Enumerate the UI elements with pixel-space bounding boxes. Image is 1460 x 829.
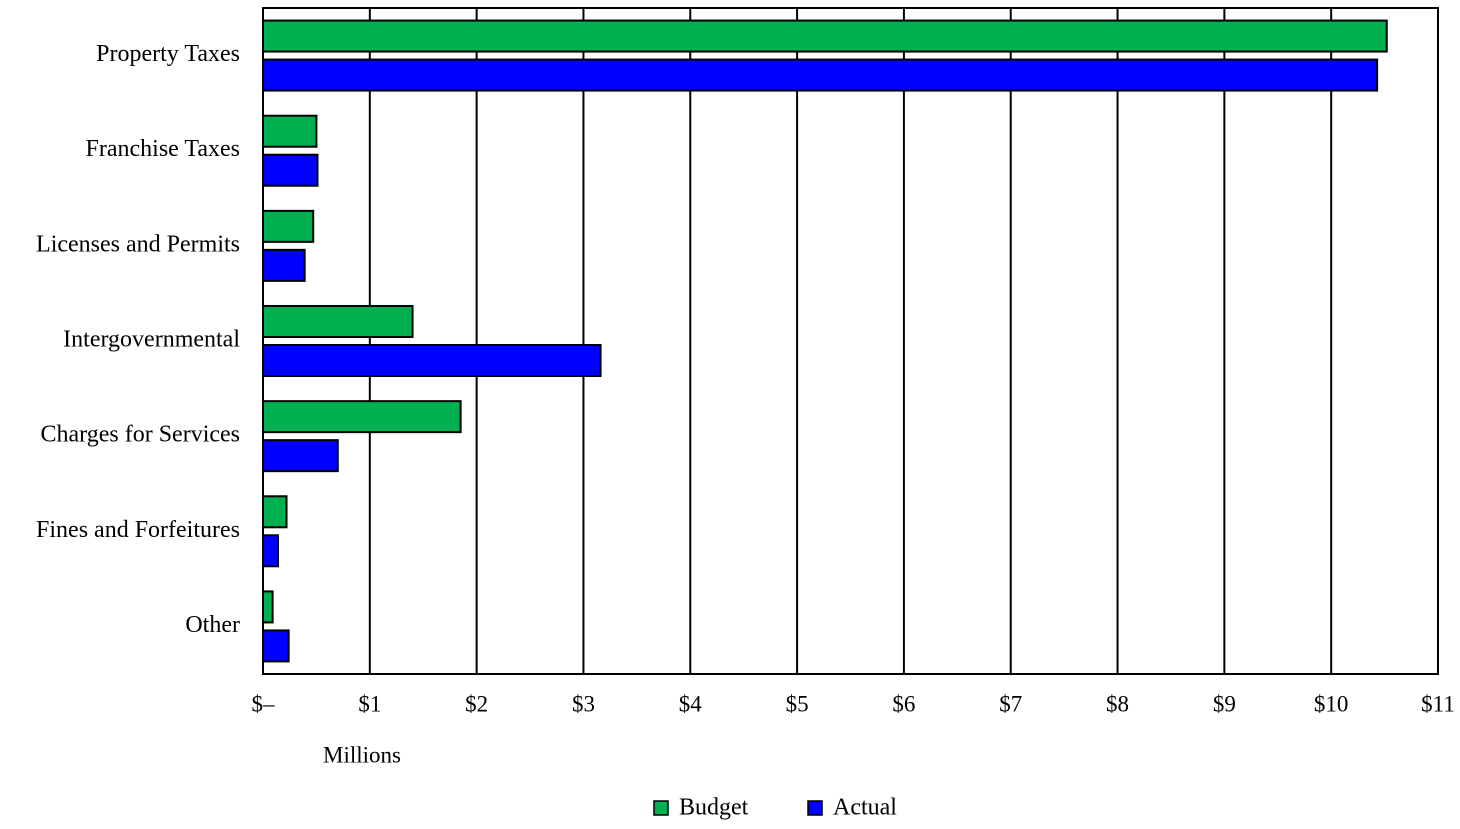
x-tick-label: $3 (572, 691, 595, 716)
x-tick-label: $4 (679, 691, 703, 716)
bar-actual-other (262, 629, 290, 663)
legend-swatch-actual (807, 800, 823, 816)
grid-lines (368, 8, 1333, 674)
x-tick-label: $11 (1421, 691, 1455, 716)
x-tick-label: $9 (1213, 691, 1236, 716)
bar-actual-franchise-taxes (262, 153, 319, 187)
legend-swatch-budget (653, 800, 669, 816)
category-label: Property Taxes (96, 41, 240, 67)
bar-budget-charges-for-services (262, 400, 462, 434)
category-label: Fines and Forfeitures (36, 517, 240, 543)
x-tick-label: $6 (892, 691, 915, 716)
legend-label-actual: Actual (833, 795, 897, 821)
x-axis-tick-labels: $– $1 $2 $3 $4 $5 $6 $7 $8 $9 $10 $11 (252, 691, 1455, 716)
bar-actual-licenses-and-permits (262, 248, 306, 282)
bar-budget-intergovernmental (262, 305, 414, 338)
x-axis-title: Millions (323, 742, 401, 767)
x-tick-label: $7 (999, 691, 1022, 716)
category-label: Other (185, 612, 240, 638)
bar-actual-intergovernmental (262, 344, 602, 377)
category-label: Licenses and Permits (36, 231, 240, 257)
legend: Budget Actual (653, 795, 897, 821)
bar-budget-licenses-and-permits (262, 209, 315, 243)
category-label: Intergovernmental (63, 327, 240, 353)
bars (262, 19, 1388, 663)
x-tick-label: $5 (786, 691, 809, 716)
category-labels: Property Taxes Franchise Taxes Licenses an… (36, 41, 240, 638)
bar-budget-other (262, 590, 274, 624)
bar-budget-fines-and-forfeitures (262, 495, 288, 529)
plot-area-border (262, 7, 1439, 675)
legend-label-budget: Budget (679, 795, 749, 821)
x-tick-label: $2 (465, 691, 488, 716)
bar-actual-charges-for-services (262, 439, 339, 473)
x-tick-label: $– (252, 691, 276, 716)
bar-budget-franchise-taxes (262, 114, 318, 148)
category-label: Charges for Services (41, 422, 241, 448)
bar-actual-fines-and-forfeitures (262, 534, 279, 568)
category-label: Franchise Taxes (86, 136, 241, 162)
x-tick-label: $8 (1106, 691, 1129, 716)
x-tick-label: $10 (1314, 691, 1349, 716)
bar-budget-property-taxes (262, 19, 1388, 53)
bar-actual-property-taxes (262, 58, 1379, 92)
x-tick-label: $1 (358, 691, 381, 716)
